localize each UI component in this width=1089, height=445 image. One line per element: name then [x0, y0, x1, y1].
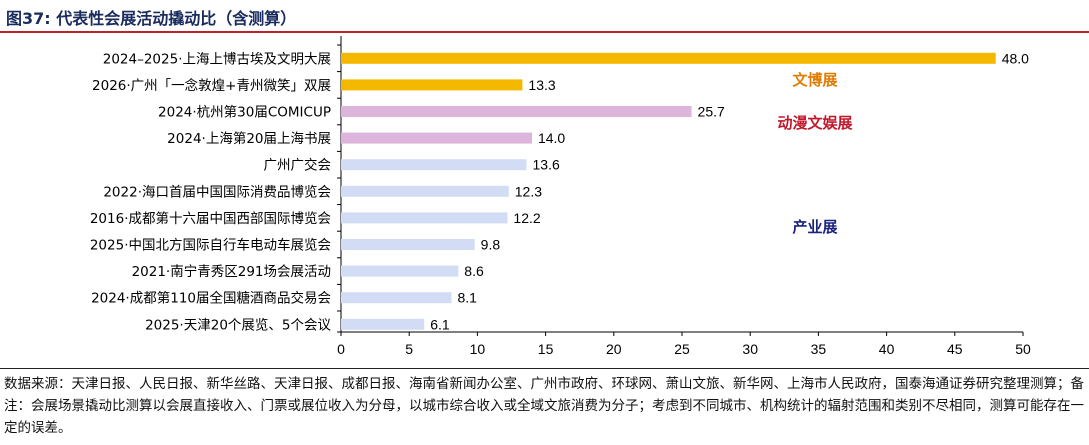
value-label: 13.3	[528, 77, 555, 93]
bar	[341, 52, 996, 64]
x-tick-label: 5	[405, 341, 413, 357]
value-label: 6.1	[430, 316, 450, 332]
x-tick-label: 45	[947, 341, 963, 357]
bar-chart: 48.0 2024–2025·上海上博古埃及文明大展 13.3 2026·广州「一念敦…	[0, 34, 1089, 367]
value-label: 48.0	[1002, 50, 1029, 66]
bar-chart-svg: 48.0 2024–2025·上海上博古埃及文明大展 13.3 2026·广州「一念敦…	[90, 36, 1031, 357]
x-tick-label: 0	[337, 341, 345, 357]
group-label-industry: 产业展	[792, 218, 837, 236]
bar	[341, 185, 509, 197]
bar	[341, 239, 475, 250]
x-tick-label: 15	[538, 341, 554, 357]
x-tick-label: 20	[606, 341, 622, 357]
figure-header: 图37: 代表性会展活动撬动比（含测算）	[0, 0, 1089, 34]
category-label: 2025·天津20个展览、5个会议	[145, 317, 331, 333]
group-label-culture: 文博展	[792, 71, 837, 89]
x-tick-label: 35	[811, 341, 827, 357]
bar	[341, 265, 459, 277]
figure-title: 图37: 代表性会展活动撬动比（含测算）	[6, 9, 297, 28]
category-label: 2024–2025·上海上博古埃及文明大展	[103, 50, 331, 67]
bar	[341, 292, 452, 304]
x-tick-label: 30	[742, 341, 758, 357]
title-divider	[0, 31, 1089, 33]
category-label: 2024·上海第20届上海书展	[167, 130, 331, 147]
category-label: 广州广交会	[264, 157, 332, 174]
category-label: 2022·海口首届中国国际消费品博览会	[103, 183, 331, 200]
category-label: 2024·杭州第30届COMICUP	[158, 104, 331, 121]
value-label: 12.3	[515, 183, 542, 199]
source-divider	[0, 368, 1089, 369]
category-label: 2026·广州「一念敦煌+青州微笑」双展	[92, 77, 331, 94]
bar	[341, 132, 532, 144]
category-label: 2016·成都第十六届中国西部国际博览会	[90, 210, 331, 227]
value-label: 8.6	[464, 263, 484, 279]
value-label: 13.6	[533, 157, 560, 173]
x-tick-label: 25	[674, 341, 690, 357]
bar	[341, 212, 508, 224]
bar	[341, 79, 523, 91]
category-label: 2025·中国北方国际自行车电动车展览会	[90, 237, 331, 254]
category-label: 2024·成都第110届全国糖酒商品交易会	[91, 290, 331, 307]
x-tick-label: 40	[879, 341, 895, 357]
x-tick-label: 50	[1015, 341, 1031, 357]
bar	[341, 318, 425, 330]
group-label-anime: 动漫文娱展	[777, 114, 852, 132]
value-label: 12.2	[513, 210, 540, 226]
bar	[341, 106, 692, 117]
x-tick-label: 10	[470, 341, 486, 357]
source-note: 数据来源：天津日报、人民日报、新华丝路、天津日报、成都日报、海南省新闻办公室、广…	[4, 376, 1084, 436]
value-label: 8.1	[457, 290, 477, 306]
value-label: 25.7	[698, 104, 725, 120]
value-label: 9.8	[481, 237, 501, 253]
value-label: 14.0	[538, 130, 565, 146]
category-label: 2021·南宁青秀区291场会展活动	[132, 263, 331, 280]
bar	[341, 159, 527, 171]
